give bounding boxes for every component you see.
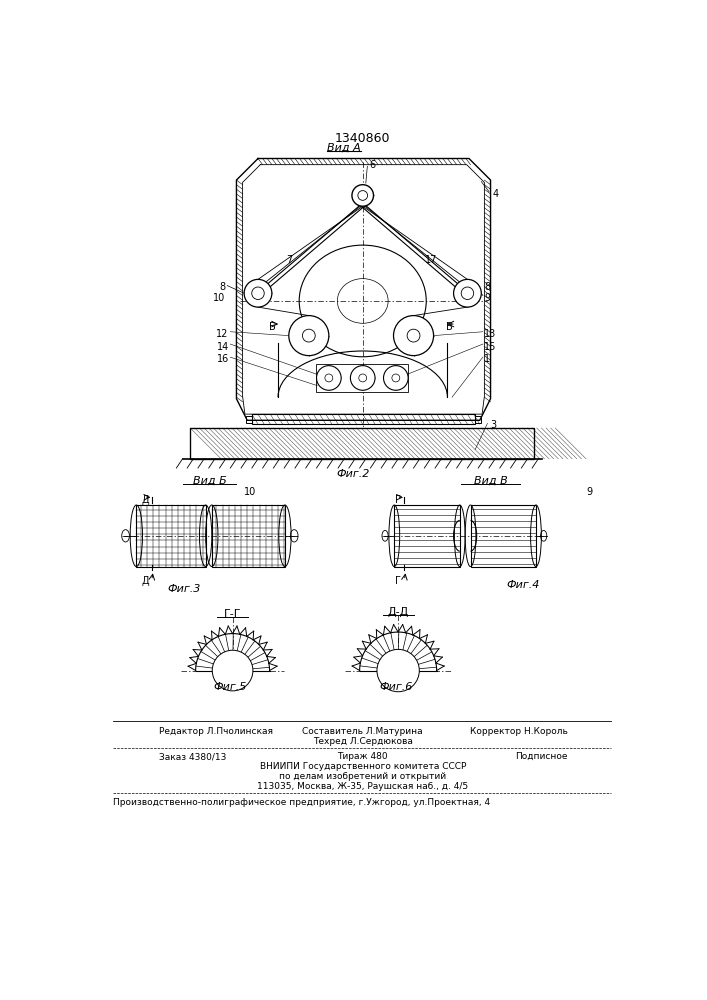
Circle shape xyxy=(288,316,329,356)
Text: Фиг.3: Фиг.3 xyxy=(167,584,201,594)
Bar xyxy=(471,505,536,567)
Text: Фиг.5: Фиг.5 xyxy=(214,682,247,692)
Text: 1: 1 xyxy=(484,354,491,364)
Circle shape xyxy=(212,650,253,691)
Circle shape xyxy=(377,649,419,692)
Bar xyxy=(316,364,408,392)
Circle shape xyxy=(352,185,373,206)
Bar xyxy=(395,505,460,567)
Text: 10: 10 xyxy=(214,293,226,303)
Circle shape xyxy=(244,279,272,307)
Text: Д-Д: Д-Д xyxy=(387,607,409,617)
Text: 8: 8 xyxy=(220,282,226,292)
Text: Г: Г xyxy=(395,495,401,505)
Bar xyxy=(252,414,475,424)
Text: Фиг.4: Фиг.4 xyxy=(506,580,539,590)
Bar xyxy=(190,428,534,459)
Text: Б: Б xyxy=(269,322,276,332)
Text: Подписное: Подписное xyxy=(515,752,568,761)
Bar xyxy=(475,416,481,423)
Circle shape xyxy=(394,316,433,356)
Text: Фиг.6: Фиг.6 xyxy=(379,682,412,692)
Circle shape xyxy=(383,366,408,390)
Text: 16: 16 xyxy=(216,354,229,364)
Text: Д: Д xyxy=(142,495,149,505)
Text: 17: 17 xyxy=(425,255,438,265)
Circle shape xyxy=(454,279,481,307)
Text: по делам изобретений и открытий: по делам изобретений и открытий xyxy=(279,772,446,781)
Bar xyxy=(136,505,206,567)
Text: Г: Г xyxy=(395,576,401,586)
Text: 4: 4 xyxy=(492,189,498,199)
Text: 12: 12 xyxy=(216,329,229,339)
Text: 7: 7 xyxy=(286,255,293,265)
Text: Тираж 480: Тираж 480 xyxy=(337,752,388,761)
Bar xyxy=(190,428,534,459)
Text: 1340860: 1340860 xyxy=(335,132,390,145)
Text: Фиг.2: Фиг.2 xyxy=(337,469,370,479)
Text: В: В xyxy=(446,322,452,332)
Text: 9: 9 xyxy=(587,487,593,497)
Text: 14: 14 xyxy=(216,342,229,352)
Text: Производственно-полиграфическое предприятие, г.Ужгород, ул.Проектная, 4: Производственно-полиграфическое предприя… xyxy=(113,798,491,807)
Text: Корректор Н.Король: Корректор Н.Король xyxy=(469,727,568,736)
Text: Д: Д xyxy=(142,576,149,586)
Text: 9: 9 xyxy=(484,293,491,303)
Circle shape xyxy=(317,366,341,390)
Text: 13: 13 xyxy=(484,329,496,339)
Text: 3: 3 xyxy=(491,420,496,430)
Text: Вид В: Вид В xyxy=(474,476,508,486)
Text: 10: 10 xyxy=(244,487,257,497)
Text: Техред Л.Сердюкова: Техред Л.Сердюкова xyxy=(312,737,413,746)
Circle shape xyxy=(351,366,375,390)
Text: Г-Г: Г-Г xyxy=(224,609,241,619)
Text: 15: 15 xyxy=(484,342,497,352)
Text: 8: 8 xyxy=(484,282,491,292)
Text: Вид А: Вид А xyxy=(327,143,361,153)
Text: Редактор Л.Пчолинская: Редактор Л.Пчолинская xyxy=(160,727,274,736)
Bar xyxy=(212,505,285,567)
Text: Составитель Л.Матурина: Составитель Л.Матурина xyxy=(303,727,423,736)
Bar xyxy=(246,416,252,423)
Text: ВНИИПИ Государственного комитета СССР: ВНИИПИ Государственного комитета СССР xyxy=(259,762,466,771)
Text: Заказ 4380/13: Заказ 4380/13 xyxy=(160,752,227,761)
Text: 6: 6 xyxy=(369,160,375,170)
Text: Вид Б: Вид Б xyxy=(192,476,226,486)
Text: 113035, Москва, Ж-35, Раушская наб., д. 4/5: 113035, Москва, Ж-35, Раушская наб., д. … xyxy=(257,782,468,791)
